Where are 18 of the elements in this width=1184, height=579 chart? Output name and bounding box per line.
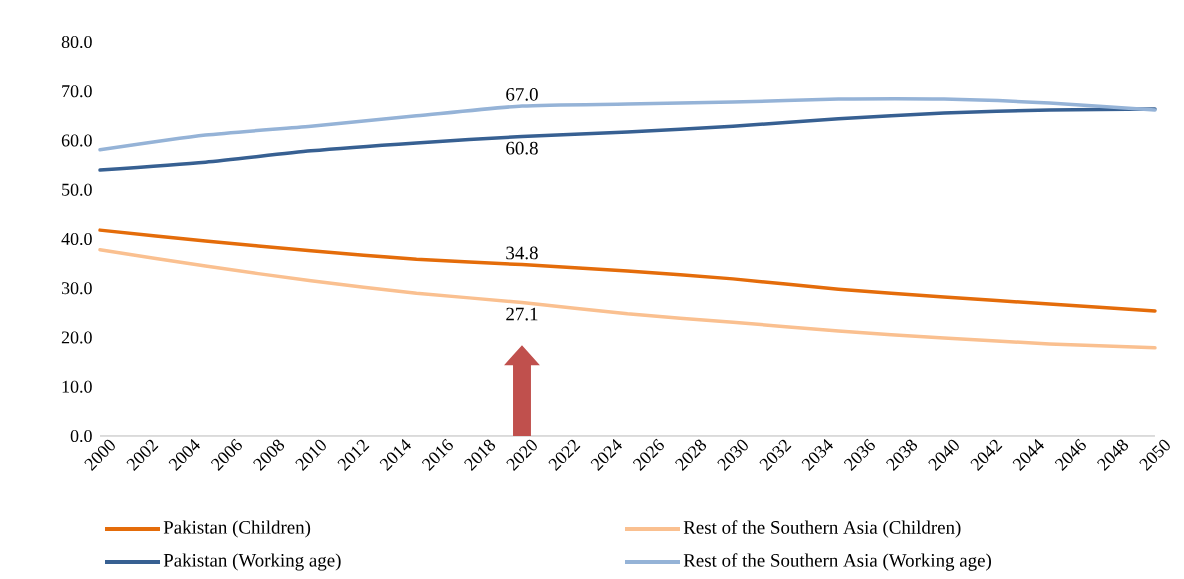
legend-label: Rest of the Southern Asia (Children) — [683, 520, 961, 538]
y-tick-label: 30.0 — [61, 282, 92, 295]
line-series — [98, 248, 1157, 350]
y-tick-label: 60.0 — [61, 134, 92, 147]
legend-label: Pakistan (Children) — [163, 520, 311, 538]
legend-label: Rest of the Southern Asia (Working age) — [683, 553, 991, 571]
y-tick-label: 40.0 — [61, 232, 92, 246]
y-tick-label: 50.0 — [62, 183, 92, 196]
y-tick-label: 70.0 — [62, 85, 92, 98]
y-tick-label: 80.0 — [61, 35, 92, 49]
data-label: 27.1 — [506, 307, 538, 321]
y-tick-label: 10.0 — [62, 380, 92, 393]
line-series — [98, 107, 1157, 172]
y-tick-label: 20.0 — [61, 331, 92, 344]
data-label: 60.8 — [506, 141, 538, 155]
legend-label: Pakistan (Working age) — [163, 553, 341, 571]
data-label: 34.8 — [506, 246, 538, 260]
data-label: 67.0 — [506, 87, 538, 101]
